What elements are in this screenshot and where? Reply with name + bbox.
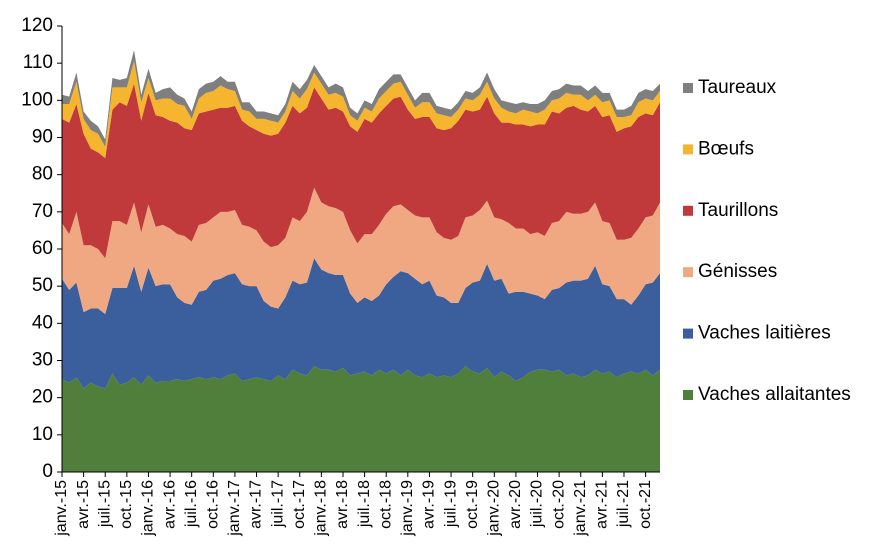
- x-tick-label: oct.-21: [637, 480, 654, 529]
- y-tick-label: 0: [42, 461, 53, 482]
- x-tick-label: avr.-18: [334, 480, 351, 529]
- x-tick-label: juil.-16: [183, 480, 200, 528]
- x-tick-label: janv.-19: [399, 480, 416, 537]
- x-tick-label: juil.-17: [269, 480, 286, 528]
- legend-swatch: [683, 267, 693, 278]
- x-tick-label: juil.-20: [529, 480, 546, 528]
- x-tick-label: oct.-17: [291, 480, 308, 529]
- x-tick-label: avr.-16: [161, 480, 178, 529]
- y-tick-label: 40: [32, 312, 53, 333]
- legend-label: Vaches allaitantes: [698, 384, 851, 405]
- y-tick-label: 30: [32, 350, 53, 371]
- y-tick-label: 20: [32, 387, 53, 408]
- x-tick-label: avr.-15: [75, 480, 92, 529]
- legend-swatch: [683, 144, 693, 155]
- x-tick-label: janv.-17: [226, 480, 243, 537]
- x-tick-label: oct.-16: [205, 480, 222, 529]
- x-tick-label: janv.-18: [313, 480, 330, 537]
- x-tick-label: janv.-21: [572, 480, 589, 537]
- y-tick-label: 90: [32, 127, 53, 148]
- area: [62, 366, 660, 472]
- x-tick-label: janv.-20: [486, 480, 503, 537]
- y-tick-label: 80: [32, 164, 53, 185]
- area: [62, 187, 660, 315]
- x-tick-label: avr.-20: [507, 480, 524, 529]
- y-tick-label: 50: [32, 275, 53, 296]
- x-tick-label: juil.-18: [356, 480, 373, 528]
- x-tick-label: oct.-18: [377, 480, 394, 529]
- area: [62, 50, 660, 147]
- y-tick-label: 10: [32, 424, 53, 445]
- legend-label: Taurillons: [698, 200, 778, 221]
- x-tick-label: avr.-17: [248, 480, 265, 529]
- y-tick-label: 110: [23, 52, 53, 73]
- area: [62, 61, 660, 158]
- x-tick-label: juil.-19: [442, 480, 459, 528]
- x-tick-label: oct.-20: [550, 480, 567, 529]
- x-tick-label: avr.-19: [421, 480, 438, 529]
- legend-swatch: [683, 328, 693, 339]
- x-tick-label: janv.-16: [140, 480, 157, 537]
- area: [62, 258, 660, 389]
- legend-label: Bœufs: [698, 138, 754, 159]
- legend-label: Taureaux: [698, 77, 777, 98]
- x-tick-label: juil.-15: [96, 480, 113, 528]
- y-tick-label: 100: [21, 89, 53, 110]
- legend-swatch: [683, 83, 693, 93]
- legend-label: Génisses: [698, 261, 777, 282]
- x-tick-label: oct.-19: [464, 480, 481, 529]
- legend-label: Vaches laitières: [698, 323, 831, 344]
- y-tick-label: 120: [21, 15, 53, 36]
- y-tick-label: 60: [32, 238, 53, 259]
- area: [62, 83, 660, 259]
- x-tick-label: oct.-15: [118, 480, 135, 529]
- x-tick-label: janv.-15: [53, 480, 70, 537]
- y-tick-label: 70: [32, 201, 53, 222]
- x-tick-label: avr.-21: [594, 480, 611, 529]
- legend-swatch: [683, 390, 693, 400]
- x-tick-label: juil.-21: [615, 480, 632, 528]
- legend-swatch: [683, 205, 693, 216]
